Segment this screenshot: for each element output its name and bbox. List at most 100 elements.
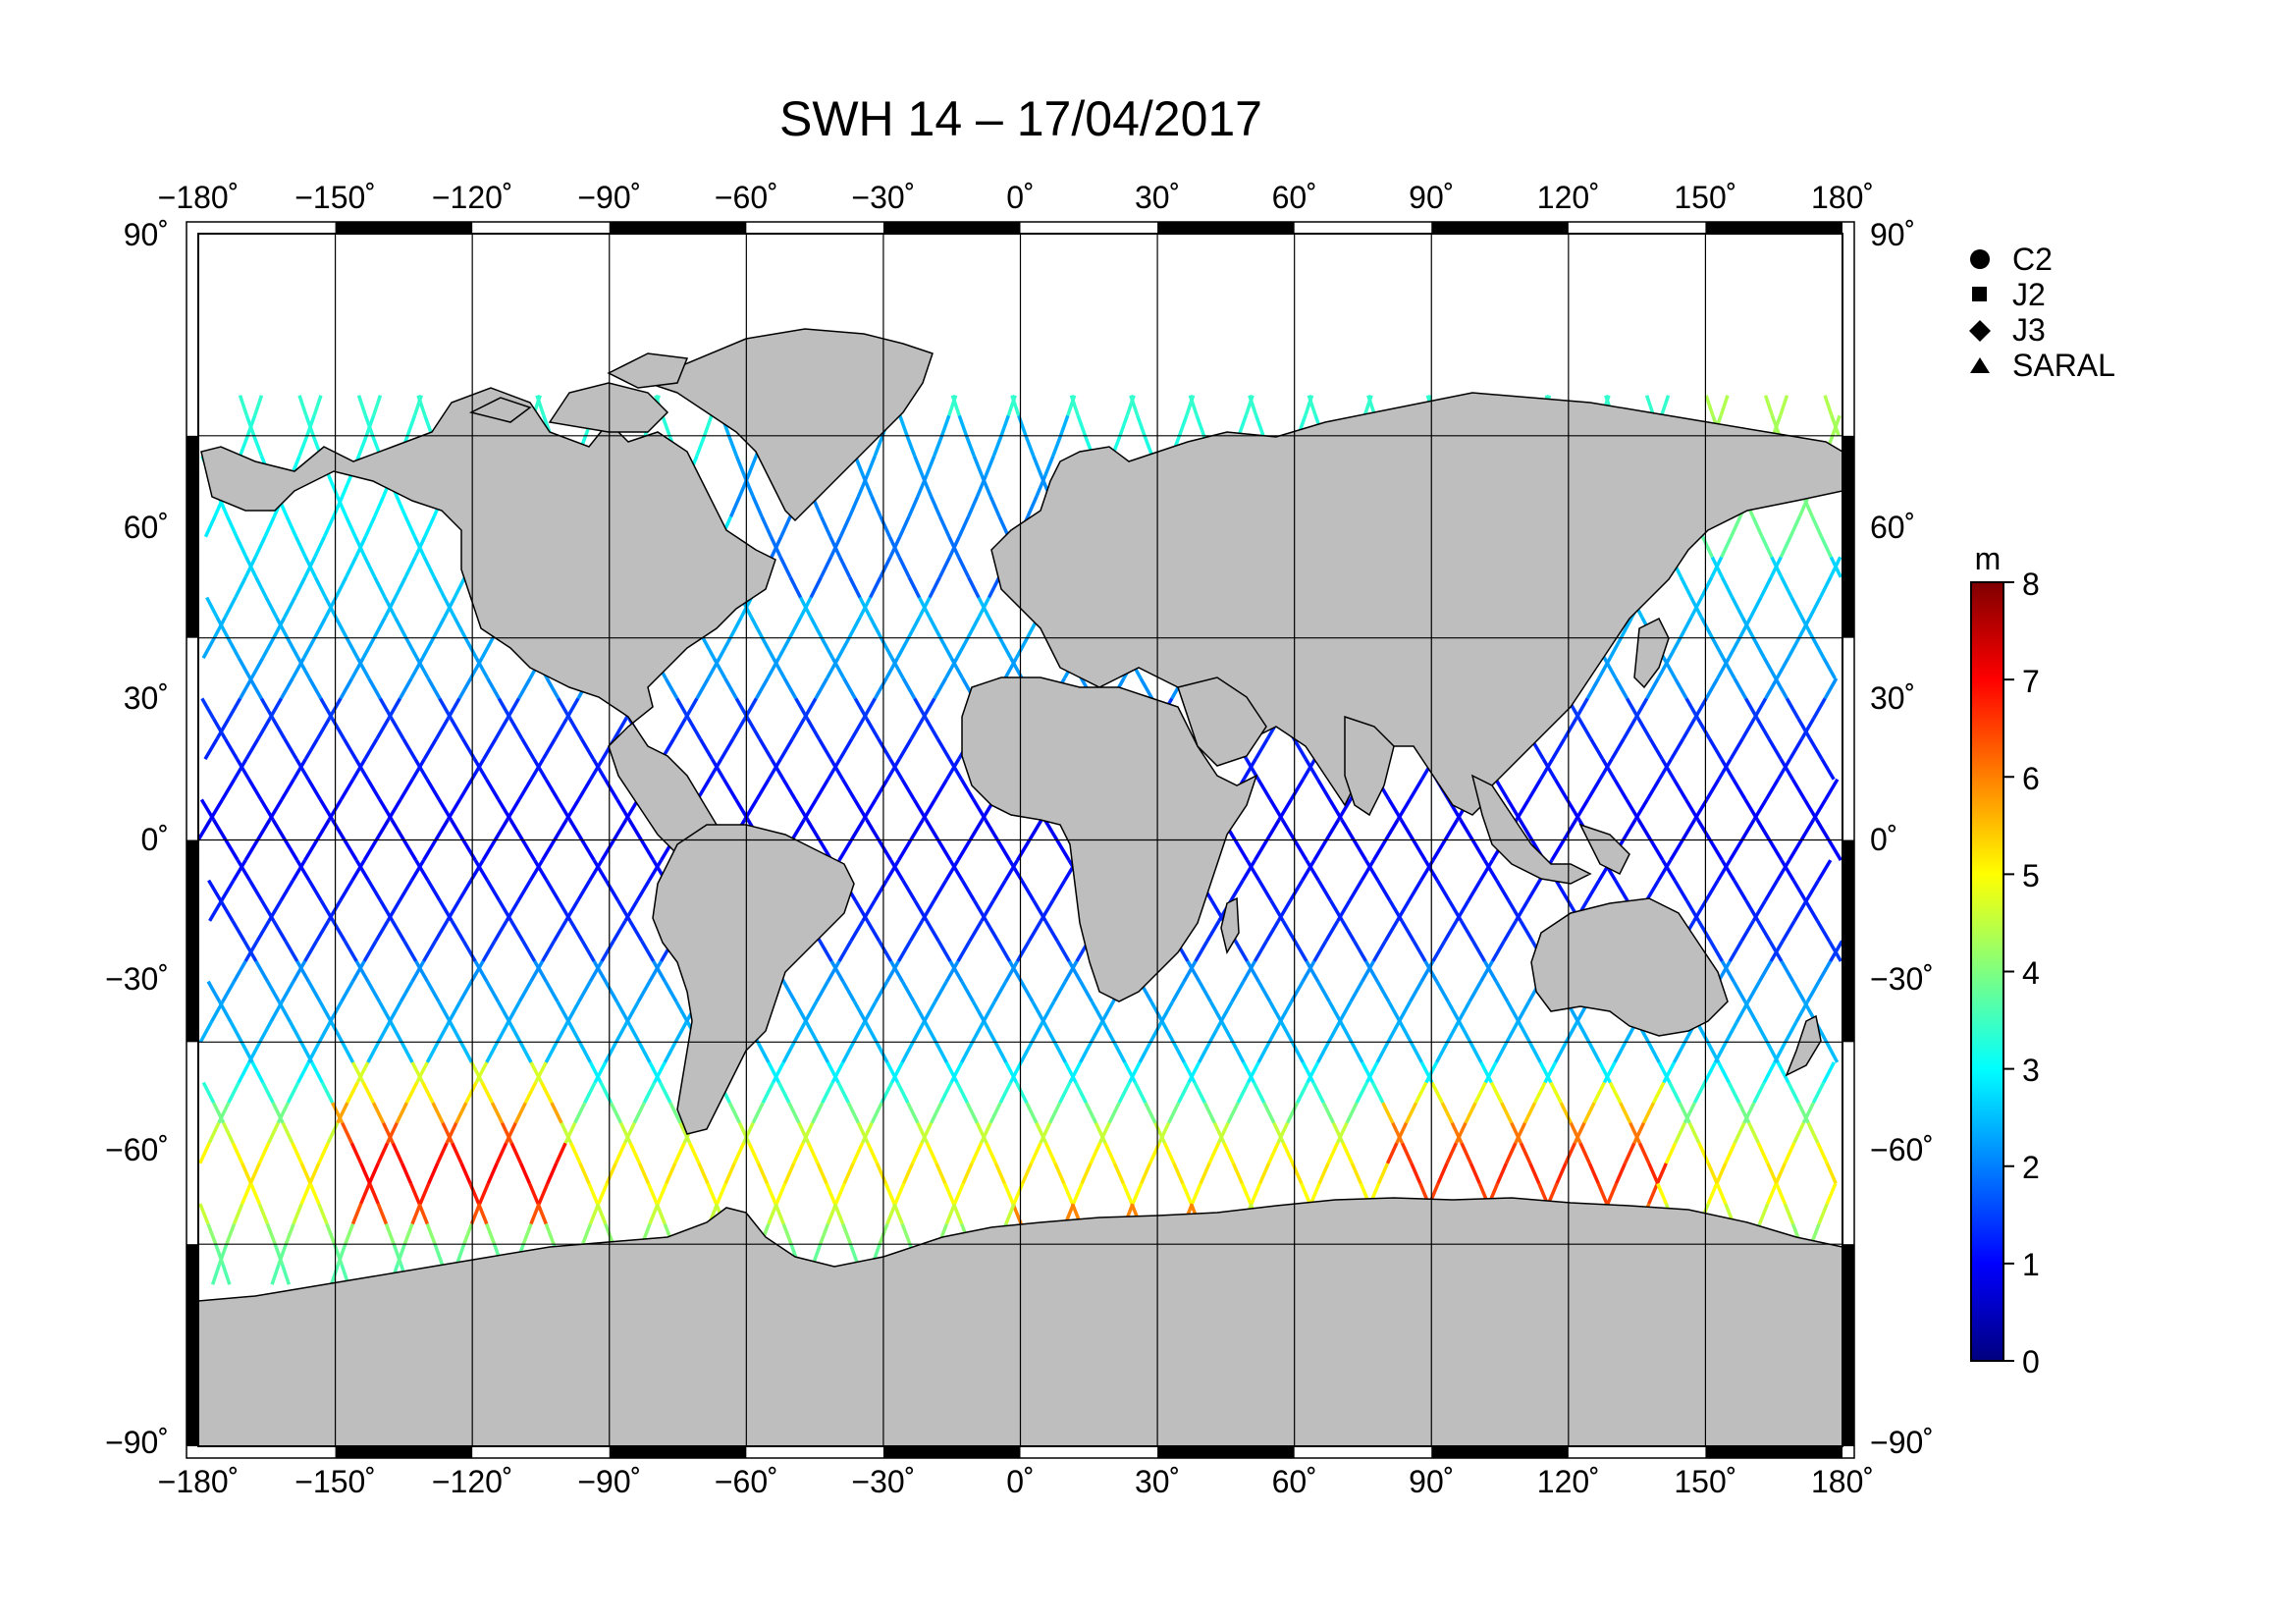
track-segment (746, 718, 762, 740)
track-segment (1123, 1061, 1138, 1084)
track-segment (615, 798, 631, 821)
track-segment (545, 879, 561, 902)
track-segment (576, 879, 592, 902)
track-segment (898, 515, 911, 538)
track-segment (1080, 1163, 1093, 1185)
track-segment (403, 556, 417, 578)
track-segment (923, 1020, 937, 1044)
track-segment (344, 1222, 355, 1245)
track-segment (504, 1121, 517, 1144)
track-segment (310, 1061, 324, 1084)
frame-segment-bottom (335, 1446, 473, 1458)
track-segment (1375, 1041, 1390, 1063)
track-segment (315, 819, 331, 841)
track-segment (1757, 1203, 1770, 1225)
track-segment (1797, 617, 1812, 639)
track-segment (782, 676, 798, 700)
track-segment (1063, 1061, 1078, 1084)
track-segment (1763, 879, 1780, 902)
track-segment (1187, 1061, 1201, 1084)
track-segment (486, 1163, 499, 1185)
track-segment (841, 1041, 856, 1063)
track-segment (952, 1182, 965, 1205)
track-segment (776, 1081, 791, 1104)
track-segment (1025, 1102, 1039, 1124)
track-segment (663, 1041, 677, 1063)
track-segment (957, 515, 971, 538)
track-segment (1278, 1001, 1294, 1023)
track-segment (1792, 1121, 1805, 1144)
track-segment (987, 576, 1001, 599)
track-segment (988, 1102, 1002, 1124)
track-segment (261, 636, 276, 660)
track-segment (922, 1001, 937, 1023)
track-segment (493, 919, 508, 943)
track-segment (305, 414, 316, 437)
lat-tick-label: 30˚ (124, 680, 169, 716)
track-segment (956, 940, 972, 962)
track-segment (1647, 1182, 1659, 1205)
circle-icon (1970, 249, 1990, 269)
track-segment (636, 980, 652, 1003)
track-segment (233, 758, 248, 781)
track-segment (996, 940, 1012, 962)
track-segment (765, 1182, 777, 1205)
track-segment (315, 919, 331, 943)
track-segment (1771, 414, 1783, 437)
track-segment (756, 1041, 771, 1063)
track-segment (1697, 1142, 1710, 1164)
track-segment (980, 475, 992, 498)
track-segment (359, 1163, 372, 1185)
track-segment (523, 1081, 538, 1104)
track-segment (901, 676, 917, 700)
track-segment (956, 839, 972, 861)
track-segment (493, 819, 509, 841)
track-segment (210, 1264, 222, 1285)
track-segment (887, 536, 901, 559)
track-segment (327, 475, 340, 498)
track-segment (1338, 1001, 1353, 1023)
track-segment (720, 737, 735, 761)
track-segment (566, 1020, 582, 1044)
track-segment (1143, 435, 1154, 458)
track-segment (1585, 879, 1601, 902)
track-segment (1789, 515, 1801, 538)
lon-tick-label: −180˚ (158, 1464, 240, 1499)
track-segment (533, 960, 548, 983)
track-segment (325, 1222, 337, 1245)
track-segment (628, 919, 644, 943)
track-segment (277, 1001, 293, 1023)
track-segment (646, 1182, 659, 1205)
track-segment (1138, 1041, 1152, 1063)
track-segment (402, 1222, 414, 1245)
track-segment (1708, 737, 1724, 761)
track-segment (661, 414, 671, 437)
track-segment (588, 1203, 601, 1225)
track-segment (362, 839, 378, 861)
track-segment (426, 879, 442, 902)
track-segment (1678, 1102, 1691, 1124)
track-segment (248, 1163, 261, 1185)
track-segment (457, 778, 474, 801)
track-segment (1559, 1102, 1573, 1124)
track-segment (671, 718, 687, 740)
track-segment (1016, 839, 1032, 861)
track-segment (1763, 395, 1775, 416)
track-segment (1188, 395, 1199, 416)
track-segment (939, 1081, 953, 1104)
track-segment (1629, 1121, 1642, 1144)
track-segment (873, 676, 888, 700)
lat-tick-label: 30˚ (1870, 680, 1915, 716)
track-segment (1825, 1163, 1838, 1185)
track-segment (1324, 819, 1341, 841)
track-segment (1015, 940, 1031, 962)
track-segment (374, 919, 390, 943)
track-segment (1030, 1142, 1042, 1164)
track-segment (898, 414, 909, 437)
track-segment (975, 1121, 988, 1144)
track-segment (454, 1102, 468, 1124)
track-segment (982, 1001, 996, 1023)
track-segment (1586, 778, 1602, 801)
track-segment (847, 495, 861, 517)
track-segment (774, 1182, 787, 1205)
